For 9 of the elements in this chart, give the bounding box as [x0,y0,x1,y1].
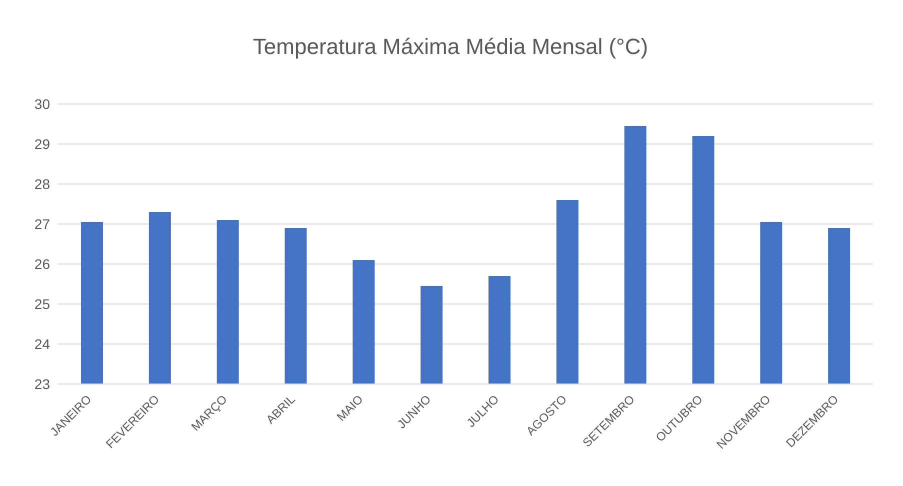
y-tick-label: 28 [34,176,50,192]
y-tick-label: 29 [34,136,50,152]
y-tick-label: 26 [34,256,50,272]
y-tick-label: 30 [34,96,50,112]
y-tick-label: 23 [34,376,50,392]
chart-title: Temperatura Máxima Média Mensal (°C) [252,33,650,61]
y-tick-label: 25 [34,296,50,312]
y-tick-label: 27 [34,216,50,232]
y-tick-label: 24 [34,336,50,352]
